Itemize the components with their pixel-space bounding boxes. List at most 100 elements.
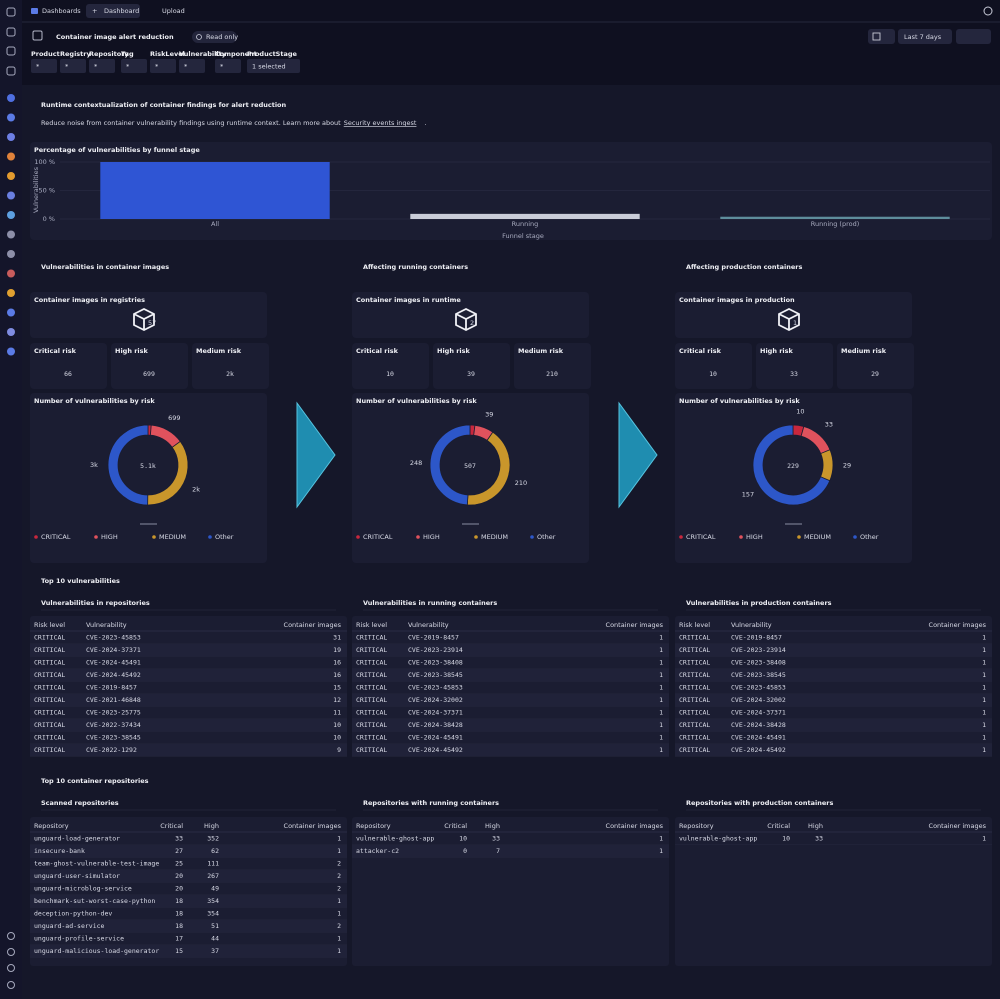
filter-dropdown[interactable] [31, 59, 57, 73]
page-title: Runtime contextualization of container f… [41, 101, 287, 109]
risk-label: Critical risk [356, 347, 399, 355]
sidebar-app-icon[interactable] [7, 191, 15, 200]
refresh-button[interactable] [956, 29, 991, 44]
legend-dot [356, 535, 360, 539]
legend-label: MEDIUM [159, 533, 186, 541]
sidebar-icon[interactable] [6, 27, 16, 37]
timeframe-picker[interactable] [898, 29, 952, 44]
table-cell: 1 [982, 659, 986, 667]
chart-title: Number of vulnerabilities by risk [679, 397, 800, 405]
sidebar-app-icon[interactable] [7, 308, 15, 317]
sidebar-app-icon[interactable] [7, 328, 15, 336]
column-header: Container images [606, 822, 664, 830]
table-cell: 17 [175, 935, 183, 943]
donut-value-label: 2k [192, 486, 200, 494]
filter-dropdown[interactable] [215, 59, 241, 73]
timeframe-label: Last 7 days [904, 33, 942, 41]
legend-dot [34, 535, 38, 539]
sidebar-app-icon[interactable] [7, 347, 15, 356]
column-header: Container images [606, 621, 664, 629]
filter-dropdown[interactable] [121, 59, 147, 73]
description-link[interactable]: Security events ingest [344, 119, 417, 127]
row-stripe [30, 718, 347, 732]
tab-active[interactable] [86, 4, 140, 18]
table-cell: 1 [337, 935, 341, 943]
table-cell: 18 [175, 897, 183, 905]
sidebar-app-icon[interactable] [7, 113, 15, 122]
filter-value: * [126, 63, 130, 71]
row-stripe [30, 693, 347, 707]
table-cell: 1 [982, 835, 986, 843]
filter-dropdown[interactable] [150, 59, 176, 73]
sidebar-icon[interactable] [6, 7, 16, 17]
sidebar-app-icon[interactable] [7, 269, 15, 278]
cube-icon [455, 307, 477, 332]
legend-label: HIGH [423, 533, 440, 541]
table-cell: CVE-2023-38545 [408, 671, 463, 679]
table-cell: CVE-2024-37371 [408, 709, 463, 717]
table-cell: 2 [337, 872, 341, 880]
table-cell: 44 [211, 935, 219, 943]
segment-picker[interactable] [868, 29, 895, 44]
table-cell: 12 [333, 696, 341, 704]
column-header: Repository [356, 822, 391, 830]
table-panel [30, 616, 347, 753]
table-cell: CRITICAL [679, 709, 710, 717]
sidebar-bottom-icon[interactable] [7, 948, 15, 956]
table-cell: CRITICAL [34, 684, 65, 692]
row-stripe [352, 743, 669, 757]
table-cell: 1 [982, 646, 986, 654]
sidebar-bottom-icon[interactable] [7, 932, 15, 940]
filter-value: * [65, 63, 69, 71]
table-cell: CRITICAL [679, 634, 710, 642]
sidebar-bottom-icon[interactable] [7, 964, 15, 972]
table-cell: CVE-2023-45853 [86, 634, 141, 642]
table-cell: CVE-2024-45492 [731, 746, 786, 754]
sidebar-icon[interactable] [6, 66, 16, 76]
sidebar-icon[interactable] [6, 46, 16, 56]
sidebar-bottom-icon[interactable] [7, 981, 15, 989]
row-stripe [352, 844, 669, 858]
table-cell: CRITICAL [356, 646, 387, 654]
table-cell: CVE-2019-8457 [731, 634, 782, 642]
sidebar-app-icon[interactable] [7, 230, 15, 239]
risk-label: Critical risk [34, 347, 77, 355]
images-count: 1 [793, 319, 797, 327]
x-tick-label: All [211, 220, 219, 228]
filter-dropdown[interactable] [60, 59, 86, 73]
sidebar-app-icon[interactable] [7, 250, 15, 258]
help-icon[interactable] [983, 6, 993, 16]
sidebar-app-icon[interactable] [7, 133, 15, 141]
y-tick-label: 0 % [43, 215, 55, 223]
table-cell: CVE-2023-38408 [408, 659, 463, 667]
table-cell: 1 [982, 696, 986, 704]
donut-value-label: 210 [515, 479, 527, 487]
table-cell: 31 [333, 634, 341, 642]
table-cell: CRITICAL [679, 734, 710, 742]
filter-dropdown[interactable] [179, 59, 205, 73]
table-cell: CVE-2023-45853 [731, 684, 786, 692]
sidebar-app-icon[interactable] [7, 152, 15, 161]
panel [675, 292, 912, 338]
sidebar-app-icon[interactable] [7, 172, 15, 180]
column-header: Risk level [679, 621, 710, 629]
x-tick-label: Running (prod) [811, 220, 860, 228]
row-stripe [30, 894, 347, 908]
table-title: Repositories with running containers [363, 799, 499, 807]
filter-dropdown[interactable] [89, 59, 115, 73]
sidebar-app-icon[interactable] [7, 289, 15, 297]
filter-dropdown[interactable] [247, 59, 300, 73]
column-header: Container images [929, 822, 987, 830]
table-cell: 1 [659, 684, 663, 692]
sidebar-app-icon[interactable] [7, 94, 15, 102]
table-cell: CRITICAL [34, 721, 65, 729]
row-stripe [30, 844, 347, 858]
table-cell: 20 [175, 872, 183, 880]
column-header: Container images [284, 621, 342, 629]
sidebar-app-icon[interactable] [7, 211, 15, 219]
table-cell: CVE-2024-45491 [731, 734, 786, 742]
column-header: Risk level [356, 621, 387, 629]
chart-title: Percentage of vulnerabilities by funnel … [34, 146, 200, 154]
y-tick-label: 100 % [34, 158, 55, 166]
